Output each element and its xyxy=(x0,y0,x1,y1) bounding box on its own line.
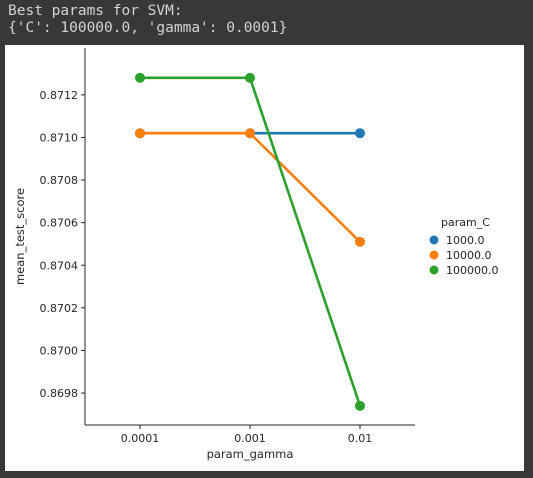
legend-title: param_C xyxy=(441,216,490,229)
series-line-100000.0 xyxy=(140,76,362,407)
x-tick-label: 0.001 xyxy=(234,432,266,445)
y-tick-label: 0.8706 xyxy=(40,217,79,230)
x-tick-label: 0.0001 xyxy=(121,432,160,445)
data-point xyxy=(245,128,255,139)
data-point xyxy=(135,72,145,83)
legend-marker xyxy=(429,265,439,275)
legend-entry-label: 1000.0 xyxy=(446,234,485,247)
series-group xyxy=(135,72,365,411)
console-line-2: {'C': 100000.0, 'gamma': 0.0001} xyxy=(8,20,288,36)
y-tick-label: 0.8702 xyxy=(40,302,79,315)
y-axis-label: mean_test_score xyxy=(13,188,27,285)
axes: 0.8698 0.8700 0.8702 0.8704 0.8706 0.8708 0.87… xyxy=(13,48,415,461)
y-tick-label: 0.8708 xyxy=(40,174,79,187)
legend-entry-label: 100000.0 xyxy=(446,264,499,277)
data-point xyxy=(355,400,365,411)
data-point xyxy=(135,128,145,139)
y-tick-label: 0.8712 xyxy=(40,89,79,102)
data-point xyxy=(245,72,255,83)
figure: 0.8698 0.8700 0.8702 0.8704 0.8706 0.8708 0.87… xyxy=(5,45,524,471)
data-point xyxy=(355,236,365,247)
y-tick-label: 0.8704 xyxy=(40,259,79,272)
console-output: Best params for SVM: {'C': 100000.0, 'ga… xyxy=(8,3,287,37)
console-line-1: Best params for SVM: xyxy=(8,3,183,19)
x-tick-label: 0.01 xyxy=(348,432,373,445)
legend-marker xyxy=(429,235,439,245)
legend: param_C 1000.0 10000.0 100000.0 xyxy=(429,216,499,277)
y-tick-label: 0.8710 xyxy=(40,131,79,144)
y-tick-label: 0.8698 xyxy=(40,387,79,400)
data-point xyxy=(355,128,365,139)
series-line-10000.0 xyxy=(140,131,361,243)
legend-entry-label: 10000.0 xyxy=(446,249,492,262)
x-axis-label: param_gamma xyxy=(207,447,294,461)
legend-marker xyxy=(429,250,439,260)
y-tick-label: 0.8700 xyxy=(40,344,79,357)
point-plot: 0.8698 0.8700 0.8702 0.8704 0.8706 0.8708 0.87… xyxy=(13,48,499,461)
